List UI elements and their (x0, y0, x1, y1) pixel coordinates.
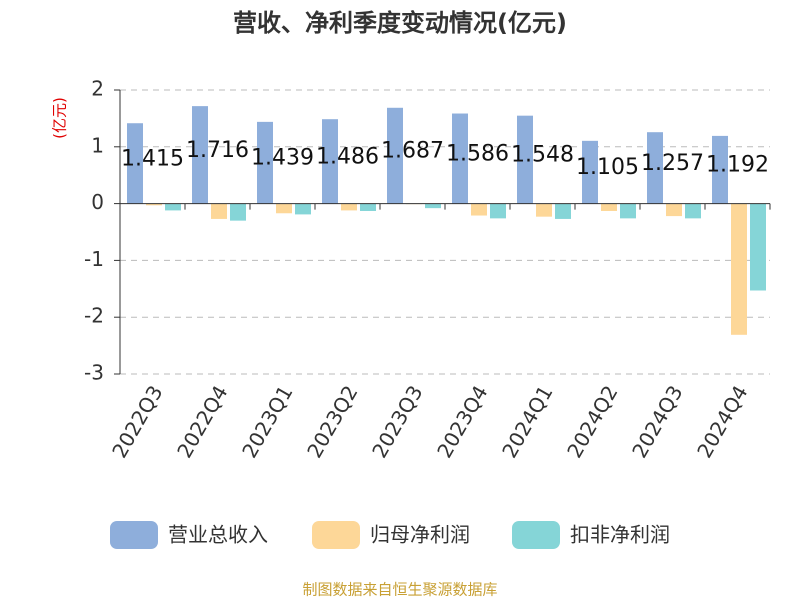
value-label: 1.257 (641, 151, 704, 176)
y-tick-label: -2 (84, 304, 104, 328)
legend-swatch (110, 521, 158, 549)
legend-label: 扣非净利润 (570, 523, 670, 547)
value-label: 1.415 (121, 146, 184, 171)
value-label: 1.486 (316, 144, 379, 169)
x-tick-label: 2023Q4 (432, 381, 492, 462)
bar (322, 119, 338, 204)
bar (387, 107, 403, 204)
bar (146, 203, 162, 206)
bar (582, 140, 598, 204)
bar (276, 203, 292, 214)
bar (750, 203, 766, 291)
x-tick-label: 2024Q4 (692, 381, 752, 462)
bar (425, 203, 441, 209)
bar (555, 203, 571, 219)
bar (127, 123, 143, 204)
y-tick-label: 2 (91, 77, 104, 101)
x-tick-label: 2022Q4 (172, 381, 232, 462)
source-note: 制图数据来自恒生聚源数据库 (302, 581, 497, 599)
x-tick-label: 2022Q3 (107, 381, 167, 462)
x-tick-label: 2023Q3 (367, 381, 427, 462)
bar (666, 203, 682, 217)
y-tick-label: -3 (84, 361, 104, 385)
bar (731, 203, 747, 335)
bar (257, 121, 273, 204)
bar (341, 203, 357, 211)
bar (517, 115, 533, 204)
bar (192, 106, 208, 204)
y-tick-label: 1 (91, 133, 104, 157)
bar (211, 203, 227, 219)
x-tick-label: 2024Q2 (562, 381, 622, 462)
legend-label: 营业总收入 (168, 523, 268, 547)
value-label: 1.439 (251, 146, 314, 171)
bar (165, 203, 181, 211)
bar (452, 113, 468, 204)
bar (647, 132, 663, 204)
legend-label: 归母净利润 (370, 523, 470, 547)
x-tick-label: 2023Q2 (302, 381, 362, 462)
bar (490, 203, 506, 219)
x-tick-label: 2024Q3 (627, 381, 687, 462)
value-label: 1.192 (706, 153, 769, 178)
value-label: 1.586 (446, 142, 509, 167)
x-tick-label: 2024Q1 (497, 381, 557, 462)
value-label: 1.548 (511, 143, 574, 168)
bar (536, 203, 552, 217)
bar (471, 203, 487, 216)
bar (230, 203, 246, 221)
bar (360, 203, 376, 211)
value-label: 1.105 (576, 155, 639, 180)
legend-swatch (512, 521, 560, 549)
bar (685, 203, 701, 219)
y-tick-label: 0 (91, 190, 104, 214)
value-label: 1.716 (186, 138, 249, 163)
bar (601, 203, 617, 211)
bar (620, 203, 636, 219)
y-tick-label: -1 (84, 247, 104, 271)
x-tick-label: 2023Q1 (237, 381, 297, 462)
chart-title: 营收、净利季度变动情况(亿元) (233, 9, 567, 37)
value-label: 1.687 (381, 139, 444, 164)
legend-swatch (312, 521, 360, 549)
bar (295, 203, 311, 215)
y-axis-label: (亿元) (51, 97, 69, 139)
bar (712, 135, 728, 204)
